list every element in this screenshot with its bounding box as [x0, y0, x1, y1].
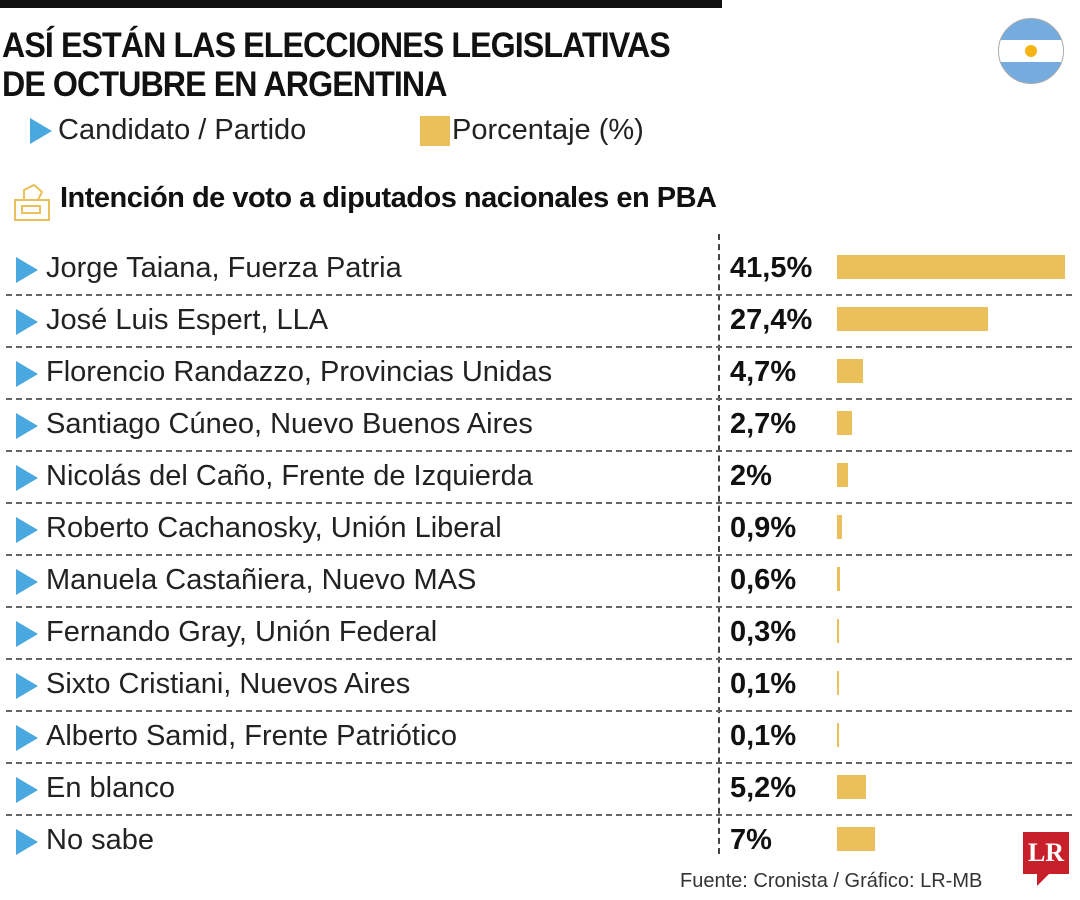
- row-separator: [6, 294, 1072, 296]
- row-separator: [6, 762, 1072, 764]
- row-separator: [6, 554, 1072, 556]
- data-label: 41,5%: [730, 252, 813, 284]
- bar: [837, 723, 839, 747]
- category-label: Sixto Cristiani, Nuevos Aires: [46, 668, 411, 700]
- category-label: Jorge Taiana, Fuerza Patria: [46, 252, 402, 284]
- category-label: Florencio Randazzo, Provincias Unidas: [46, 356, 553, 388]
- triangle-marker-icon: [16, 829, 38, 855]
- bar: [837, 619, 839, 643]
- bar-row: Nicolás del Caño, Frente de Izquierda 2%: [0, 452, 1072, 504]
- row-separator: [6, 398, 1072, 400]
- category-label: Santiago Cúneo, Nuevo Buenos Aires: [46, 408, 533, 440]
- bar-row: No sabe 7%: [0, 816, 1072, 868]
- bar: [837, 515, 842, 539]
- category-label: Alberto Samid, Frente Patriótico: [46, 720, 458, 752]
- triangle-marker-icon: [16, 465, 38, 491]
- data-label: 5,2%: [730, 772, 797, 804]
- lr-logo: LR: [1023, 832, 1069, 886]
- bar-row: Manuela Castañiera, Nuevo MAS 0,6%: [0, 556, 1072, 608]
- row-separator: [6, 710, 1072, 712]
- bar-row: Alberto Samid, Frente Patriótico 0,1%: [0, 712, 1072, 764]
- category-label: Fernando Gray, Unión Federal: [46, 616, 438, 648]
- bar: [837, 411, 852, 435]
- bar-row: Sixto Cristiani, Nuevos Aires 0,1%: [0, 660, 1072, 712]
- category-label: En blanco: [46, 772, 175, 804]
- data-label: 0,1%: [730, 720, 797, 752]
- data-label: 0,9%: [730, 512, 797, 544]
- row-separator: [6, 346, 1072, 348]
- top-rule: [0, 0, 722, 8]
- bar: [837, 567, 841, 591]
- data-label: 7%: [730, 824, 772, 856]
- category-label: No sabe: [46, 824, 155, 856]
- bar: [837, 827, 876, 851]
- triangle-marker-icon: [16, 413, 38, 439]
- ballot-box-icon: [14, 183, 50, 221]
- triangle-marker-icon: [16, 569, 38, 595]
- legend-candidate-label: Candidato / Partido: [58, 114, 307, 146]
- data-label: 0,3%: [730, 616, 797, 648]
- bar-row: Fernando Gray, Unión Federal 0,3%: [0, 608, 1072, 660]
- legend-percent: Porcentaje (%): [420, 114, 644, 147]
- source-note: Fuente: Cronista / Gráfico: LR-MB: [680, 870, 983, 892]
- row-separator: [6, 658, 1072, 660]
- title-line-2: DE OCTUBRE EN ARGENTINA: [2, 65, 447, 104]
- bar: [837, 307, 988, 331]
- column-divider: [718, 234, 720, 854]
- row-separator: [6, 450, 1072, 452]
- data-label: 0,1%: [730, 668, 797, 700]
- triangle-marker-icon: [16, 257, 38, 283]
- bar: [837, 775, 866, 799]
- triangle-marker-icon: [16, 361, 38, 387]
- bar: [837, 671, 839, 695]
- data-label: 4,7%: [730, 356, 797, 388]
- bar-row: En blanco 5,2%: [0, 764, 1072, 816]
- triangle-marker-icon: [16, 517, 38, 543]
- bar: [837, 359, 863, 383]
- data-label: 2%: [730, 460, 772, 492]
- category-label: Manuela Castañiera, Nuevo MAS: [46, 564, 477, 596]
- category-label: José Luis Espert, LLA: [46, 304, 329, 336]
- data-label: 0,6%: [730, 564, 797, 596]
- bar-row: Santiago Cúneo, Nuevo Buenos Aires 2,7%: [0, 400, 1072, 452]
- row-separator: [6, 606, 1072, 608]
- data-label: 27,4%: [730, 304, 813, 336]
- triangle-marker-icon: [16, 673, 38, 699]
- legend-percent-label: Porcentaje (%): [452, 114, 644, 146]
- legend-candidate: Candidato / Partido: [30, 114, 306, 147]
- category-label: Nicolás del Caño, Frente de Izquierda: [46, 460, 533, 492]
- triangle-marker-icon: [16, 725, 38, 751]
- triangle-marker-icon: [16, 621, 38, 647]
- bar-swatch-icon: [420, 115, 450, 146]
- bar-row: Roberto Cachanosky, Unión Liberal 0,9%: [0, 504, 1072, 556]
- sun-of-may-icon: [1025, 45, 1037, 57]
- title-line-1: ASÍ ESTÁN LAS ELECCIONES LEGISLATIVAS: [2, 26, 671, 65]
- triangle-marker-icon: [30, 117, 52, 144]
- row-separator: [6, 814, 1072, 816]
- chart-title: Intención de voto a diputados nacionales…: [60, 182, 717, 214]
- triangle-marker-icon: [16, 309, 38, 335]
- data-label: 2,7%: [730, 408, 797, 440]
- argentina-flag-icon: [998, 18, 1064, 84]
- page-title: ASÍ ESTÁN LAS ELECCIONES LEGISLATIVAS DE…: [2, 26, 729, 104]
- row-separator: [6, 502, 1072, 504]
- bar: [837, 255, 1065, 279]
- bar-row: Florencio Randazzo, Provincias Unidas 4,…: [0, 348, 1072, 400]
- triangle-marker-icon: [16, 777, 38, 803]
- bar-row: José Luis Espert, LLA 27,4%: [0, 296, 1072, 348]
- bar-row: Jorge Taiana, Fuerza Patria 41,5%: [0, 244, 1072, 296]
- category-label: Roberto Cachanosky, Unión Liberal: [46, 512, 502, 544]
- bar: [837, 463, 848, 487]
